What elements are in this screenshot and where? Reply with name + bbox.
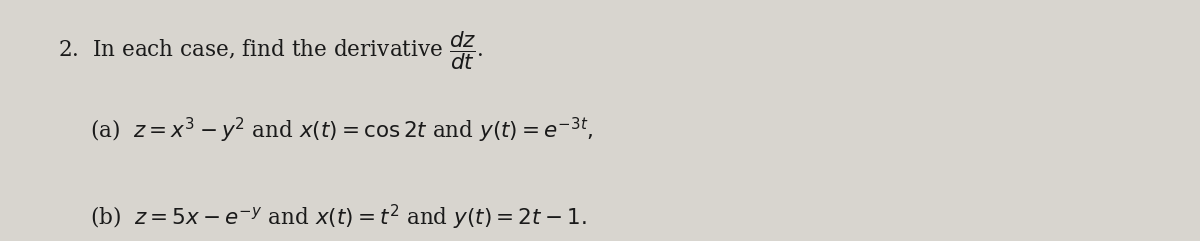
Text: (a)  $z = x^3 - y^2$ and $x(t) = \cos 2t$ and $y(t) = e^{-3t},$: (a) $z = x^3 - y^2$ and $x(t) = \cos 2t$… [90,116,593,145]
Text: (b)  $z = 5x - e^{-y}$ and $x(t) = t^2$ and $y(t) = 2t - 1.$: (b) $z = 5x - e^{-y}$ and $x(t) = t^2$ a… [90,202,587,232]
Text: 2.  In each case, find the derivative $\dfrac{dz}{dt}$.: 2. In each case, find the derivative $\d… [58,29,484,72]
